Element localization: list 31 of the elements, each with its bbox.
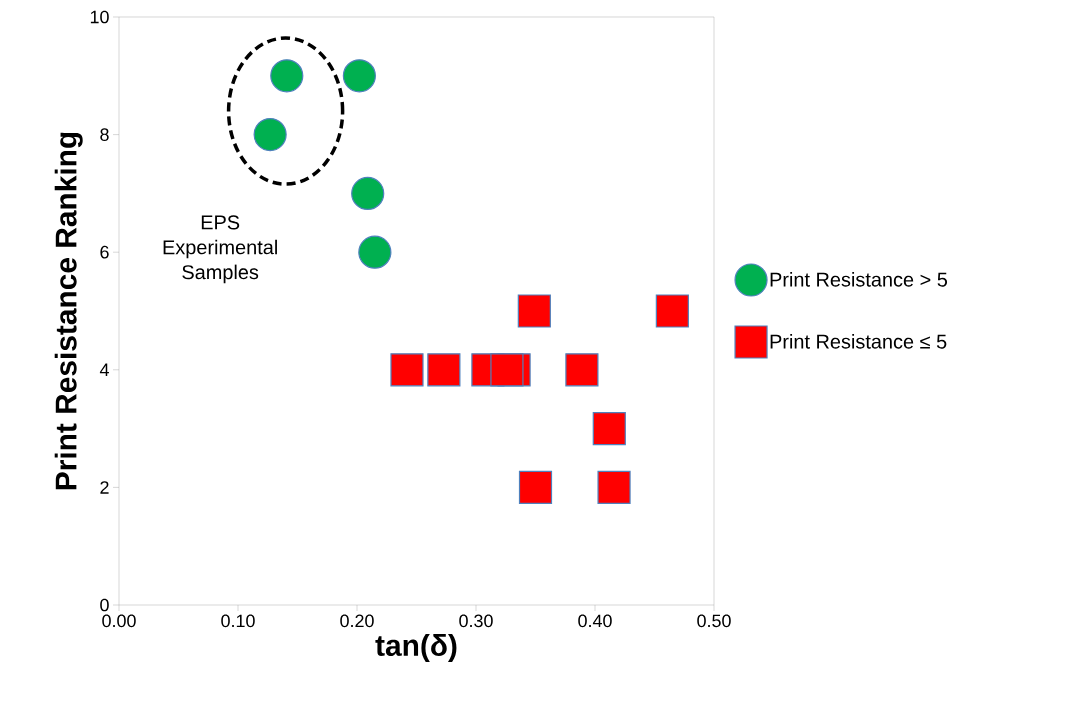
point (592, 412, 626, 446)
y-tick-label: 4 (99, 363, 109, 376)
x-tick-label: 0.50 (697, 614, 731, 628)
y-tick-label: 8 (100, 128, 109, 141)
point (342, 59, 376, 93)
point (518, 470, 553, 504)
point (351, 176, 385, 210)
x-tick-label: 0.40 (578, 614, 612, 628)
point (427, 353, 461, 387)
y-tick-label: 6 (100, 245, 109, 259)
point (253, 117, 287, 152)
point (358, 235, 392, 269)
x-tick-label: 0.20 (340, 614, 374, 628)
y-tick-label: 10 (90, 10, 109, 24)
point (597, 470, 631, 504)
y-tick-label: 2 (100, 481, 109, 494)
y-tick-label: 0 (100, 598, 109, 612)
x-tick-label: 0.00 (102, 614, 136, 628)
point (390, 353, 424, 387)
point (270, 59, 304, 93)
point (490, 353, 524, 387)
x-tick-label: 0.30 (459, 614, 493, 628)
legend-label: Print Resistance ≤ 5 (770, 334, 947, 349)
y-axis-title: Print Resistance Ranking (54, 132, 83, 490)
x-axis-title: tan(δ) (375, 634, 457, 662)
point (517, 294, 551, 328)
annotation: EPS Experimental Samples (163, 215, 277, 284)
point (565, 353, 599, 387)
legend-label: Print Resistance > 5 (770, 272, 948, 287)
x-tick-label: 0.10 (221, 614, 255, 628)
point (655, 294, 689, 328)
